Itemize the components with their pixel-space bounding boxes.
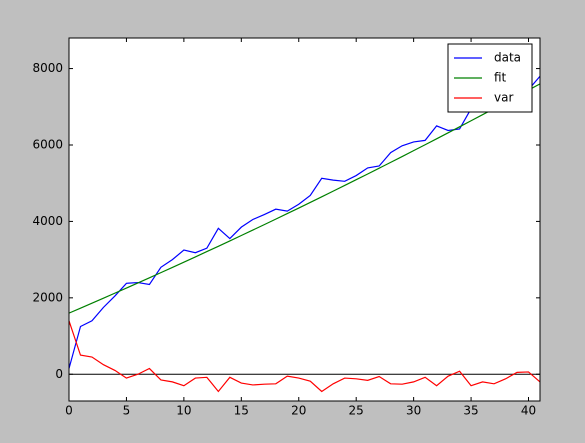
- y-tick-label: 2000: [32, 290, 63, 304]
- x-tick-label: 30: [406, 404, 421, 418]
- legend-label: var: [494, 91, 513, 105]
- x-tick-label: 10: [176, 404, 191, 418]
- data-line: [68, 320, 541, 393]
- y-tick-label: 8000: [32, 61, 63, 75]
- data-line: [68, 83, 541, 314]
- y-tick-label: 4000: [32, 214, 63, 228]
- x-tick-label: 5: [123, 404, 131, 418]
- x-tick-label: 0: [65, 404, 73, 418]
- y-tick-label: 0: [55, 367, 63, 381]
- y-tick-label: 6000: [32, 137, 63, 151]
- plot-frame: [68, 37, 541, 402]
- legend-label: data: [494, 51, 521, 65]
- x-tick-label: 25: [349, 404, 364, 418]
- legend-label: fit: [494, 71, 507, 85]
- x-tick-label: 15: [234, 404, 249, 418]
- x-tick-label: 20: [291, 404, 306, 418]
- x-tick-label: 35: [463, 404, 478, 418]
- x-tick-label: 40: [521, 404, 536, 418]
